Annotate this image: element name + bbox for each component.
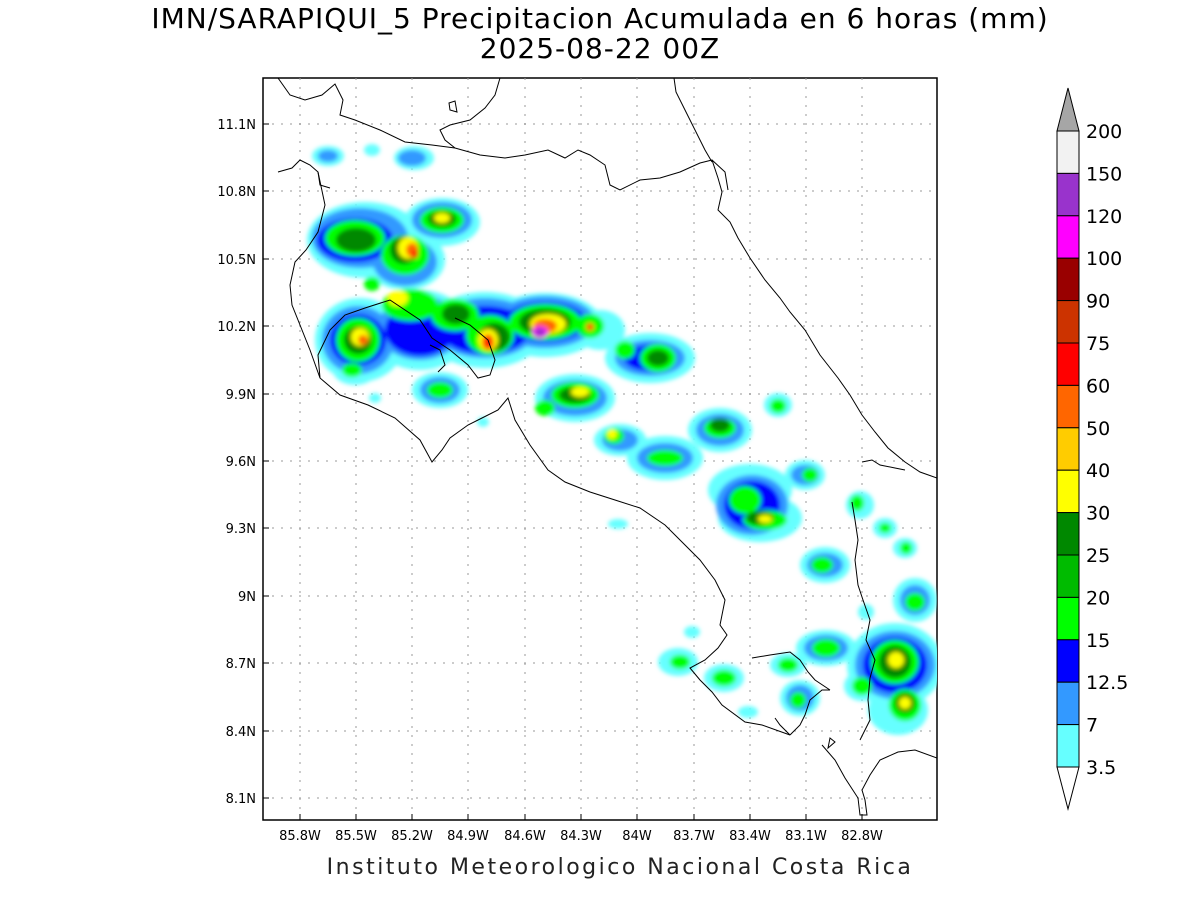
lat-label: 10.5N <box>217 253 256 268</box>
lon-label: 83.7W <box>673 829 715 844</box>
colorbar-over-arrow <box>1056 87 1080 132</box>
colorbar-label: 40 <box>1086 460 1110 482</box>
colorbar-swatch <box>1056 257 1080 302</box>
map-subtitle-date: 2025-08-22 00Z <box>479 32 721 65</box>
lat-label: 8.7N <box>226 657 256 672</box>
lon-label: 84.9W <box>447 829 489 844</box>
coastlines <box>277 78 937 816</box>
colorbar-swatch <box>1056 384 1080 429</box>
lat-label: 10.2N <box>217 320 256 335</box>
colorbar-label: 30 <box>1086 503 1110 525</box>
lon-label: 84.3W <box>560 829 602 844</box>
colorbar-swatch <box>1056 469 1080 514</box>
lat-label: 11.1N <box>217 118 256 133</box>
colorbar-swatch <box>1056 300 1080 344</box>
colorbar-swatch <box>1056 724 1080 768</box>
lat-label: 10.8N <box>217 185 256 200</box>
colorbar-label: 100 <box>1086 248 1122 270</box>
colorbar-swatch <box>1056 130 1080 174</box>
colorbar-swatch <box>1056 342 1080 386</box>
colorbar-label: 25 <box>1086 545 1110 567</box>
colorbar-label: 3.5 <box>1086 757 1116 779</box>
footer-credit: Instituto Meteorologico Nacional Costa R… <box>326 855 914 880</box>
lon-label: 85.2W <box>391 829 433 844</box>
colorbar-label: 20 <box>1086 587 1110 609</box>
colorbar-swatch <box>1056 554 1080 598</box>
colorbar-label: 60 <box>1086 375 1110 397</box>
precipitation-field <box>307 144 937 735</box>
lat-label: 9.3N <box>226 522 256 537</box>
lat-label: 8.4N <box>226 725 256 740</box>
lat-label: 9N <box>238 590 256 605</box>
colorbar-label: 150 <box>1086 163 1122 185</box>
colorbar-swatch <box>1056 681 1080 726</box>
lon-label: 84.6W <box>504 829 546 844</box>
colorbar-label: 120 <box>1086 206 1122 228</box>
lat-label: 8.1N <box>226 792 256 807</box>
lon-label: 84W <box>622 829 652 844</box>
latitude-axis: 11.1N 10.8N 10.5N 10.2N 9.9N 9.6N 9.3N 9… <box>217 118 269 807</box>
colorbar-swatch <box>1056 512 1080 556</box>
colorbar-swatch <box>1056 596 1080 641</box>
colorbar-label: 75 <box>1086 333 1110 355</box>
colorbar-under-arrow <box>1056 766 1080 811</box>
colorbar-label: 7 <box>1086 715 1098 737</box>
longitude-axis: 85.8W 85.5W 85.2W 84.9W 84.6W 84.3W 84W … <box>279 814 883 844</box>
lat-label: 9.6N <box>226 455 256 470</box>
colorbar-label: 200 <box>1086 121 1122 143</box>
lon-label: 85.5W <box>335 829 377 844</box>
lon-label: 82.8W <box>841 829 883 844</box>
lat-label: 9.9N <box>226 388 256 403</box>
lon-label: 85.8W <box>279 829 321 844</box>
colorbar-swatch <box>1056 215 1080 259</box>
colorbar-swatch <box>1056 639 1080 683</box>
colorbar-swatch <box>1056 172 1080 217</box>
colorbar: 200 150 120 100 90 75 60 50 40 30 25 20 15 12.5 7 3.5 <box>1056 87 1128 811</box>
colorbar-label: 50 <box>1086 418 1110 440</box>
colorbar-label: 15 <box>1086 630 1110 652</box>
colorbar-label: 12.5 <box>1086 672 1128 694</box>
map-title: IMN/SARAPIQUI_5 Precipitacion Acumulada … <box>151 2 1049 35</box>
lon-label: 83.1W <box>785 829 827 844</box>
colorbar-swatch <box>1056 427 1080 471</box>
lon-label: 83.4W <box>729 829 771 844</box>
colorbar-label: 90 <box>1086 291 1110 313</box>
